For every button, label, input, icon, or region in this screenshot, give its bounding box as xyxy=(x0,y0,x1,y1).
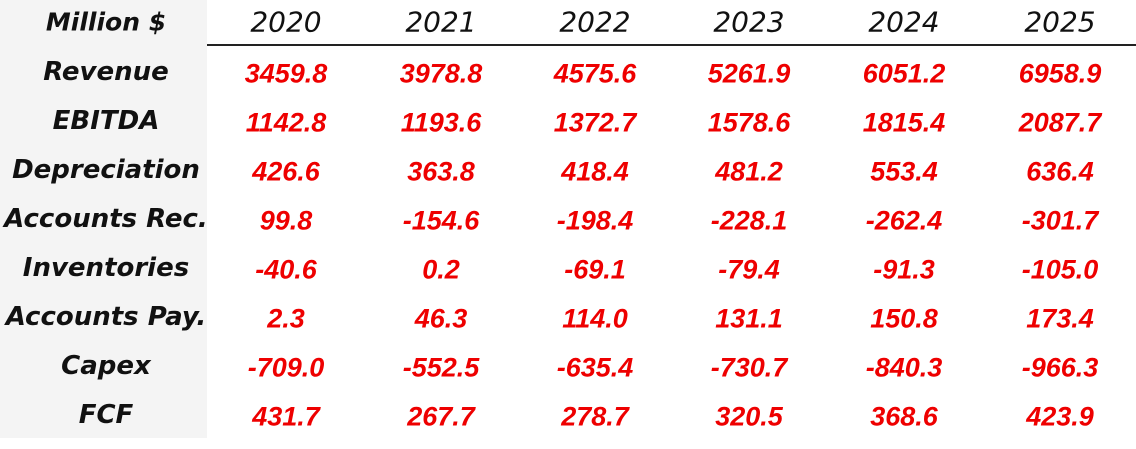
cell-value: -262.4 xyxy=(865,205,943,236)
cell-value: 267.7 xyxy=(407,401,475,432)
cell-value: 114.0 xyxy=(562,303,628,334)
cell-value: 1578.6 xyxy=(707,107,791,138)
cell-value: 1815.4 xyxy=(862,107,946,138)
cell-value: 278.7 xyxy=(561,401,629,432)
year-header: 2023 xyxy=(713,5,785,39)
cell-value: -91.3 xyxy=(873,254,935,285)
cell-value: 5261.9 xyxy=(707,58,791,89)
label-column-background xyxy=(0,0,207,438)
cell-value: -154.6 xyxy=(402,205,480,236)
cell-value: 2.3 xyxy=(267,303,305,334)
cell-value: 368.6 xyxy=(870,401,938,432)
row-label: Revenue xyxy=(43,57,169,87)
cell-value: 426.6 xyxy=(252,156,320,187)
cell-value: 418.4 xyxy=(561,156,629,187)
cell-value: 99.8 xyxy=(259,205,313,236)
cell-value: -198.4 xyxy=(556,205,634,236)
cell-value: -840.3 xyxy=(865,352,943,383)
cell-value: -105.0 xyxy=(1021,254,1099,285)
cell-value: -730.7 xyxy=(710,352,788,383)
cell-value: -301.7 xyxy=(1021,205,1099,236)
cell-value: 150.8 xyxy=(870,303,938,334)
row-label: Capex xyxy=(61,351,151,381)
cell-value: 553.4 xyxy=(870,156,938,187)
cell-value: -40.6 xyxy=(255,254,317,285)
cell-value: 1372.7 xyxy=(553,107,637,138)
row-label: EBITDA xyxy=(52,106,160,136)
cell-value: -552.5 xyxy=(402,352,480,383)
cell-value: 320.5 xyxy=(715,401,783,432)
cell-value: 431.7 xyxy=(252,401,320,432)
cell-value: -69.1 xyxy=(564,254,626,285)
cell-value: 1193.6 xyxy=(400,107,482,138)
row-label: FCF xyxy=(78,400,134,430)
cell-value: 363.8 xyxy=(407,156,475,187)
year-header: 2021 xyxy=(405,5,477,39)
cell-value: 481.2 xyxy=(715,156,783,187)
year-header: 2020 xyxy=(250,5,322,39)
cell-value: -709.0 xyxy=(247,352,325,383)
cell-value: -966.3 xyxy=(1021,352,1099,383)
cell-value: 636.4 xyxy=(1026,156,1094,187)
cell-value: 0.2 xyxy=(422,254,460,285)
cell-value: -635.4 xyxy=(556,352,634,383)
row-label: Accounts Rec. xyxy=(4,204,208,234)
row-label: Inventories xyxy=(22,253,190,283)
cell-value: 3978.8 xyxy=(399,58,483,89)
cell-value: 3459.8 xyxy=(244,58,328,89)
year-header: 2024 xyxy=(868,5,940,39)
cell-value: -79.4 xyxy=(718,254,780,285)
header-title: Million $ xyxy=(45,7,167,37)
cell-value: 423.9 xyxy=(1026,401,1094,432)
cell-value: 46.3 xyxy=(414,303,468,334)
year-header: 2022 xyxy=(559,5,631,39)
cell-value: 131.1 xyxy=(715,303,783,334)
cell-value: 6051.2 xyxy=(862,58,946,89)
cell-value: 6958.9 xyxy=(1018,58,1102,89)
year-header: 2025 xyxy=(1024,5,1096,39)
cell-value: -228.1 xyxy=(710,205,788,236)
cell-value: 173.4 xyxy=(1026,303,1094,334)
row-label: Depreciation xyxy=(12,155,200,185)
cell-value: 2087.7 xyxy=(1018,107,1102,138)
header-rule xyxy=(207,44,1136,46)
cell-value: 1142.8 xyxy=(245,107,327,138)
cell-value: 4575.6 xyxy=(553,58,637,89)
row-label: Accounts Pay. xyxy=(5,302,207,332)
